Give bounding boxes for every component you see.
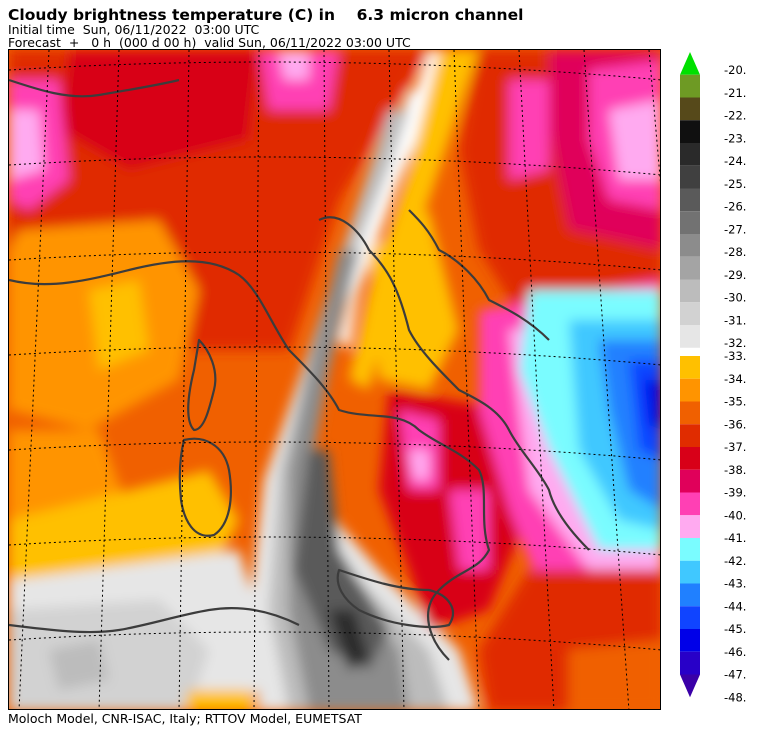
corsica-coast: [187, 338, 217, 432]
legend-tick-label: -41.: [724, 531, 746, 545]
legend-tick-label: -38.: [724, 463, 746, 477]
legend-arrow-bottom: [680, 674, 700, 698]
legend-swatch: [680, 515, 700, 538]
dalmatian-coast: [408, 209, 550, 341]
legend-tick-label: -48.: [724, 690, 746, 704]
legend-tick-label: -43.: [724, 577, 746, 591]
legend-swatch: [680, 651, 700, 675]
north-africa-coast: [9, 607, 300, 634]
color-legend: -20. -21. -22. -23. -24. -25. -26. -27. -28. -29.…: [676, 48, 760, 716]
legend-swatch: [680, 211, 700, 234]
legend-swatch: [680, 447, 700, 470]
field-shading: [9, 50, 660, 709]
legend-tick-label: -36.: [724, 417, 746, 431]
legend-swatch: [680, 583, 700, 607]
legend-tick-label: -22.: [724, 109, 746, 123]
legend-tick-label: -46.: [724, 645, 746, 659]
legend-swatch: [680, 165, 700, 189]
coastlines: [9, 78, 590, 661]
legend-swatch: [680, 401, 700, 425]
legend-tick-label: -24.: [724, 154, 746, 168]
legend-tick-label: -44.: [724, 599, 746, 613]
adriatic-coast: [318, 216, 590, 551]
legend-tick-label: -45.: [724, 622, 746, 636]
legend-swatch: [680, 629, 700, 652]
legend-tick-label: -27.: [724, 222, 746, 236]
legend-tick-label: -21.: [724, 86, 746, 100]
legend-tick-label: -40.: [724, 508, 746, 522]
sicily-coast: [336, 568, 454, 628]
legend-tick-label: -31.: [724, 313, 746, 327]
legend-swatch: [680, 97, 700, 121]
legend-tick-label: -33.: [724, 349, 746, 363]
legend-swatch: [680, 143, 700, 166]
legend-tick-label: -34.: [724, 372, 746, 386]
brightness-temperature-field: [9, 50, 660, 709]
legend-swatch: [680, 538, 700, 561]
legend-tick-label: -26.: [724, 200, 746, 214]
north-coast: [9, 78, 180, 98]
legend-swatch: [680, 325, 700, 348]
legend-swatch: [680, 356, 700, 379]
legend-tick-label: -23.: [724, 131, 746, 145]
legend-tick-label: -20.: [724, 63, 746, 77]
legend-tick-label: -25.: [724, 177, 746, 191]
legend-tick-label: -28.: [724, 245, 746, 259]
legend-swatch: [680, 74, 700, 98]
italy-coast: [9, 260, 491, 661]
lat-lon-grid: [9, 50, 660, 709]
color-scale: -20. -21. -22. -23. -24. -25. -26. -27. -28. -29.…: [680, 52, 746, 704]
legend-swatch: [680, 120, 700, 143]
initial-time: Initial time Sun, 06/11/2022 03:00 UTC: [8, 22, 260, 37]
forecast-valid-time: Forecast + 0 h (000 d 00 h) valid Sun, 0…: [8, 35, 411, 50]
chart-title: Cloudy brightness temperature (C) in 6.3…: [8, 6, 524, 24]
legend-swatch: [680, 378, 700, 402]
legend-swatch: [680, 560, 700, 584]
legend-swatch: [680, 424, 700, 447]
legend-swatch: [680, 606, 700, 629]
legend-tick-label: -39.: [724, 486, 746, 500]
legend-tick-label: -47.: [724, 668, 746, 682]
legend-swatch: [680, 302, 700, 325]
legend-swatch: [680, 279, 700, 303]
legend-tick-label: -30.: [724, 291, 746, 305]
legend-swatch: [680, 492, 700, 516]
model-credit: Moloch Model, CNR-ISAC, Italy; RTTOV Mod…: [8, 711, 362, 726]
legend-arrow-top: [680, 52, 700, 75]
legend-tick-label: -32.: [724, 336, 746, 350]
sardinia-coast: [178, 437, 232, 537]
legend-swatch: [680, 256, 700, 280]
map-panel: [8, 49, 661, 710]
legend-tick-label: -29.: [724, 268, 746, 282]
legend-tick-label: -42.: [724, 554, 746, 568]
legend-tick-label: -35.: [724, 395, 746, 409]
legend-swatch: [680, 234, 700, 257]
legend-swatch: [680, 469, 700, 493]
legend-tick-label: -37.: [724, 440, 746, 454]
legend-swatch: [680, 188, 700, 212]
